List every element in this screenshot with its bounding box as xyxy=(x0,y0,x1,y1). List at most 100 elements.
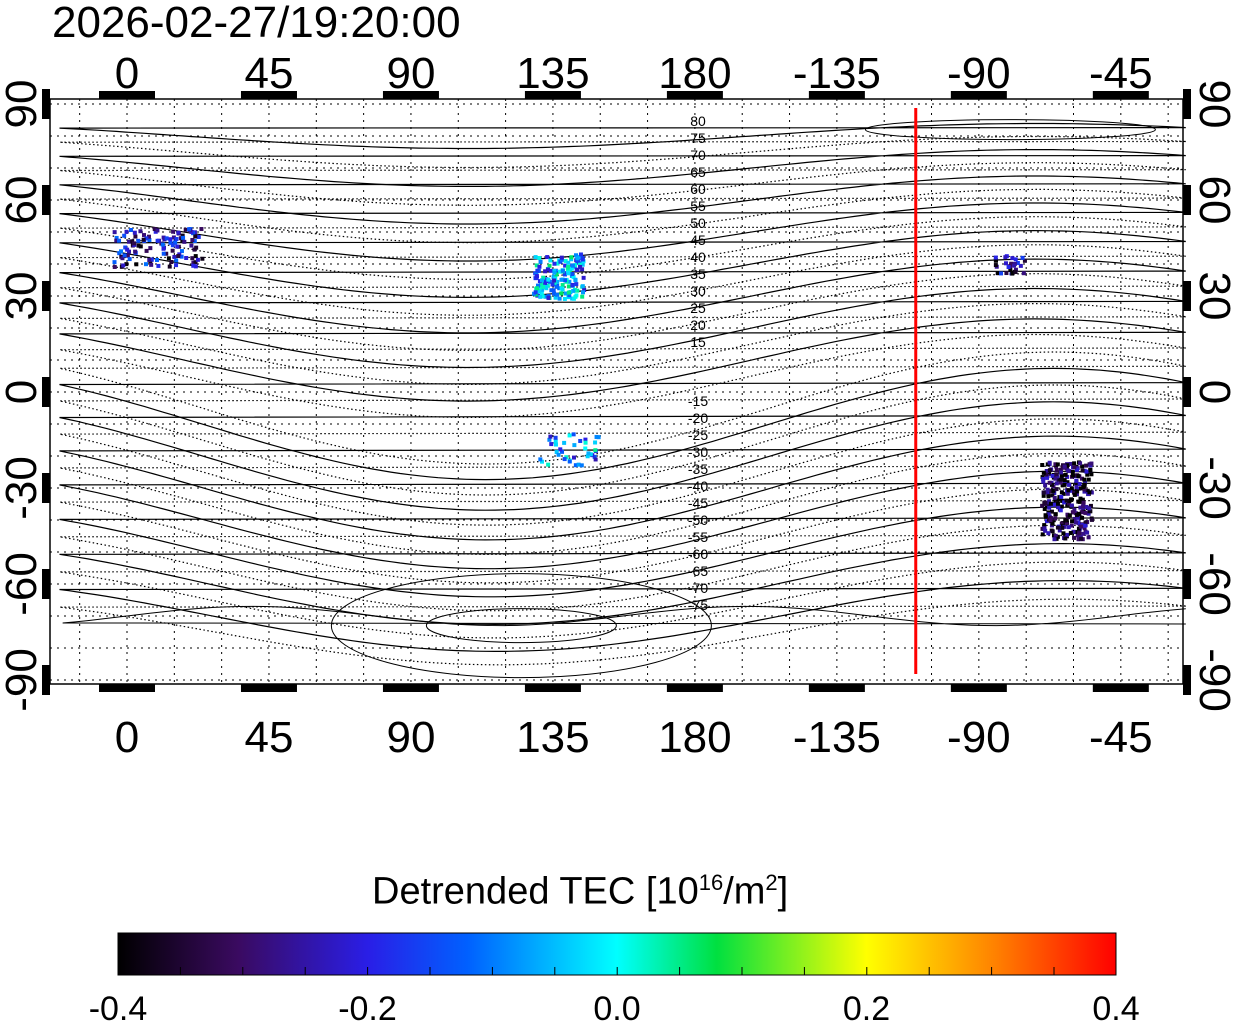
tec-point xyxy=(1062,500,1067,505)
tec-point xyxy=(582,287,587,292)
tec-point xyxy=(1020,255,1025,260)
tec-point xyxy=(1062,524,1067,529)
tec-point xyxy=(1064,520,1069,525)
tec-point xyxy=(133,234,138,239)
tec-point xyxy=(134,262,139,267)
tec-point xyxy=(541,275,546,280)
x-tick-label: -45 xyxy=(1089,713,1153,762)
tec-point xyxy=(1057,528,1062,533)
contour-line xyxy=(59,318,1186,402)
tec-point xyxy=(993,255,998,260)
tec-point xyxy=(1089,490,1094,495)
tec-point xyxy=(559,255,564,260)
tec-point xyxy=(569,255,574,260)
tec-point xyxy=(534,271,539,276)
tec-point xyxy=(588,452,593,457)
contour-line xyxy=(59,122,1186,150)
tec-point xyxy=(1079,476,1084,481)
tec-point xyxy=(567,293,572,298)
tec-point xyxy=(1068,461,1073,466)
colorbar-label: Detrended TEC [1016/m2] xyxy=(372,870,788,914)
tec-point xyxy=(1056,505,1061,510)
tec-point xyxy=(580,267,585,272)
tec-point xyxy=(1088,509,1093,514)
contour-label: -15 xyxy=(688,393,708,409)
tec-point xyxy=(553,442,558,447)
tec-point xyxy=(1082,526,1087,531)
tec-point xyxy=(161,246,166,251)
x-tick-bar xyxy=(1092,684,1149,692)
tec-point xyxy=(547,279,552,284)
tec-point xyxy=(121,263,126,268)
tec-point xyxy=(1053,533,1058,538)
tec-point xyxy=(575,256,580,261)
tec-point xyxy=(1052,537,1057,542)
tec-point xyxy=(1013,257,1018,262)
x-tick-bar xyxy=(666,684,723,692)
contour-label: -40 xyxy=(688,478,708,494)
tec-point xyxy=(117,238,122,243)
tec-point xyxy=(563,291,568,296)
tec-point xyxy=(993,263,998,268)
tec-point xyxy=(1065,491,1070,496)
tec-point xyxy=(146,234,151,239)
tec-point xyxy=(548,258,553,263)
tec-point xyxy=(173,240,178,245)
tec-point xyxy=(552,278,557,283)
tec-point xyxy=(1060,483,1065,488)
y-tick-bar xyxy=(42,665,50,695)
tec-point xyxy=(164,236,169,241)
tec-point xyxy=(570,283,575,288)
tec-point xyxy=(555,292,560,297)
tec-point xyxy=(539,278,544,283)
tec-point xyxy=(1086,535,1091,540)
y-tick-label-left: -30 xyxy=(0,456,46,520)
tec-point xyxy=(547,263,552,268)
tec-point xyxy=(1051,488,1056,493)
tec-point xyxy=(1018,263,1023,268)
tec-point xyxy=(553,276,558,281)
tec-point xyxy=(1012,263,1017,268)
tec-point xyxy=(1086,511,1091,516)
y-tick-bar xyxy=(42,377,50,407)
tec-point xyxy=(571,275,576,280)
colorbar-label-unit-exp: 2 xyxy=(765,870,778,895)
tec-point xyxy=(549,442,554,447)
tec-point xyxy=(125,253,130,258)
tec-point xyxy=(1080,468,1085,473)
tec-point xyxy=(149,262,154,267)
tec-point xyxy=(1076,474,1081,479)
tec-point xyxy=(1078,461,1083,466)
tec-point xyxy=(1010,271,1015,276)
tec-point xyxy=(1070,519,1075,524)
tec-point xyxy=(123,245,128,250)
tec-point xyxy=(570,272,575,277)
y-tick-label-left: -90 xyxy=(0,648,46,712)
tec-point xyxy=(1053,498,1058,503)
tec-point xyxy=(585,454,590,459)
magnetic-latitude-contours xyxy=(59,119,1186,679)
tec-point xyxy=(1047,460,1052,465)
tec-point xyxy=(1086,477,1091,482)
tec-point xyxy=(1052,495,1057,500)
colorbar-tick-label: 0.2 xyxy=(843,990,890,1024)
x-tick-label: 90 xyxy=(386,713,435,762)
tec-point xyxy=(1045,487,1050,492)
tec-point xyxy=(1062,464,1067,469)
tec-point xyxy=(144,248,149,253)
tec-point xyxy=(122,253,127,258)
x-tick-bar xyxy=(99,684,155,692)
y-tick-label-right: 30 xyxy=(1190,272,1239,321)
contour-oval xyxy=(425,608,617,644)
contour-label: -60 xyxy=(688,546,708,562)
tec-point xyxy=(190,256,195,261)
contour-line xyxy=(59,175,1186,225)
tec-point xyxy=(1058,480,1063,485)
tec-point xyxy=(556,452,561,457)
tec-point xyxy=(577,262,582,267)
tec-point xyxy=(548,268,553,273)
tec-point xyxy=(175,244,180,249)
tec-point xyxy=(1055,474,1060,479)
tec-point xyxy=(534,286,539,291)
contour-line xyxy=(59,216,1186,280)
